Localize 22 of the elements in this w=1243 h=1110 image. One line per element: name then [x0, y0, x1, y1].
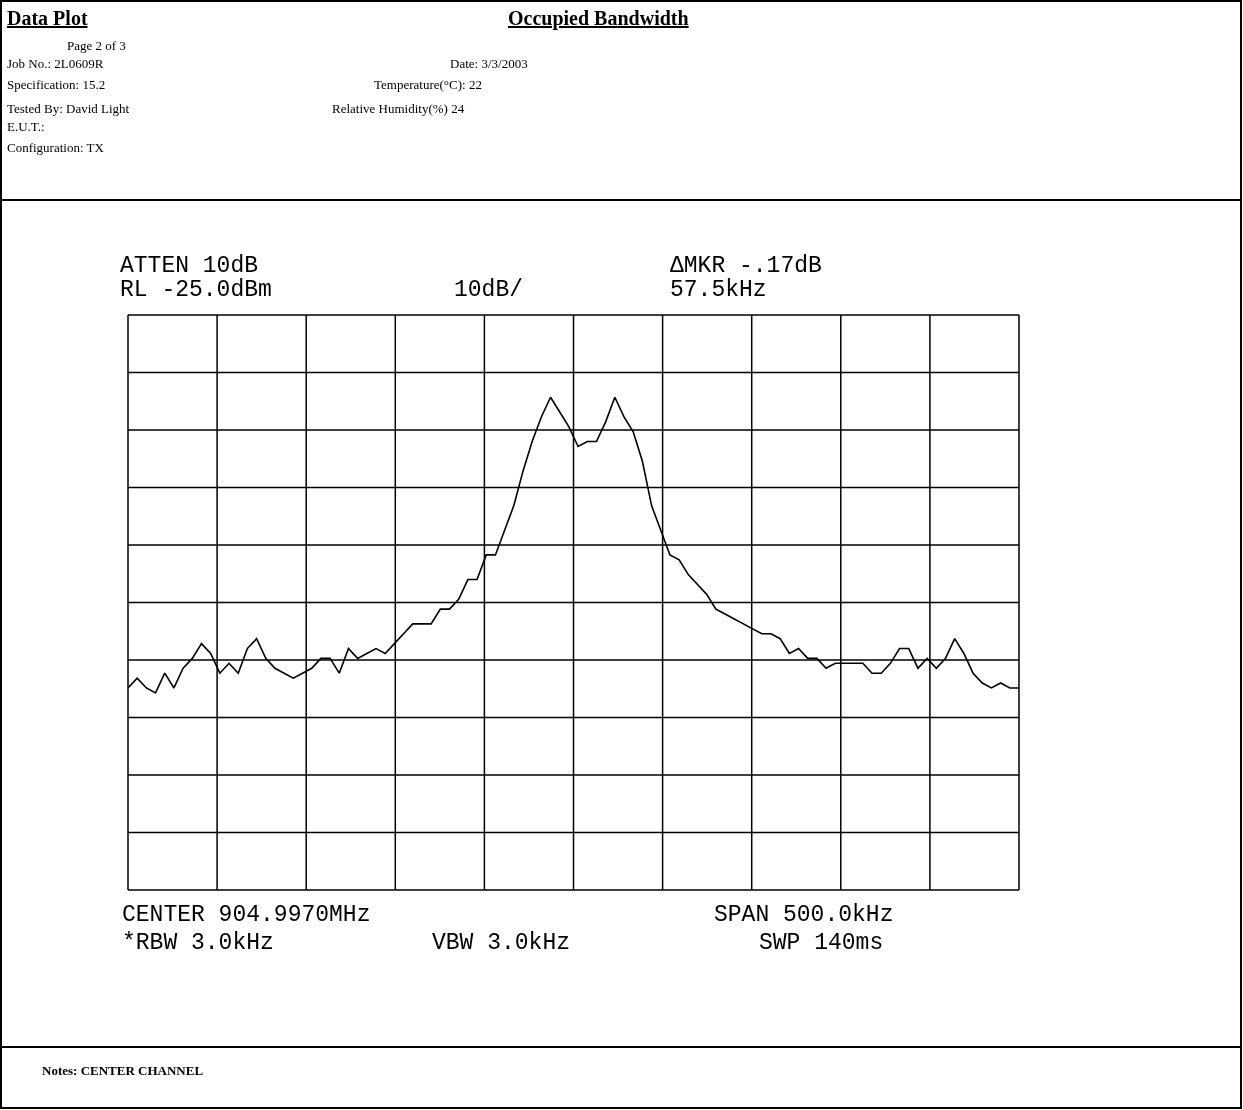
text: SWP 140ms — [759, 930, 884, 956]
text: 57.5kHz — [670, 277, 767, 303]
text: Configuration: TX — [7, 140, 105, 155]
chart-title: Occupied Bandwidth — [508, 7, 689, 30]
text: Relative Humidity(%) 24 — [332, 101, 465, 116]
text: RL -25.0dBm — [120, 277, 272, 303]
text: *RBW 3.0kHz — [122, 930, 274, 956]
text: Temperature(°C): 22 — [374, 77, 482, 92]
text: VBW 3.0kHz — [432, 930, 571, 956]
text: CENTER 904.9970MHz — [122, 902, 371, 928]
text: Specification: 15.2 — [7, 77, 106, 92]
text: Page 2 of 3 — [67, 38, 126, 53]
chart-subtitle: Data Plot — [7, 7, 88, 29]
text: E.U.T.: — [7, 119, 45, 134]
text: 10dB/ — [454, 277, 524, 303]
text: SPAN 500.0kHz — [714, 902, 894, 928]
text: Job No.: 2L0609R — [7, 56, 104, 71]
text: ATTEN 10dB — [120, 253, 259, 279]
text: Tested By: David Light — [7, 101, 130, 116]
text: ΔMKR -.17dB — [670, 253, 822, 279]
text: Date: 3/3/2003 — [450, 56, 528, 71]
text: Notes: CENTER CHANNEL — [42, 1063, 204, 1078]
